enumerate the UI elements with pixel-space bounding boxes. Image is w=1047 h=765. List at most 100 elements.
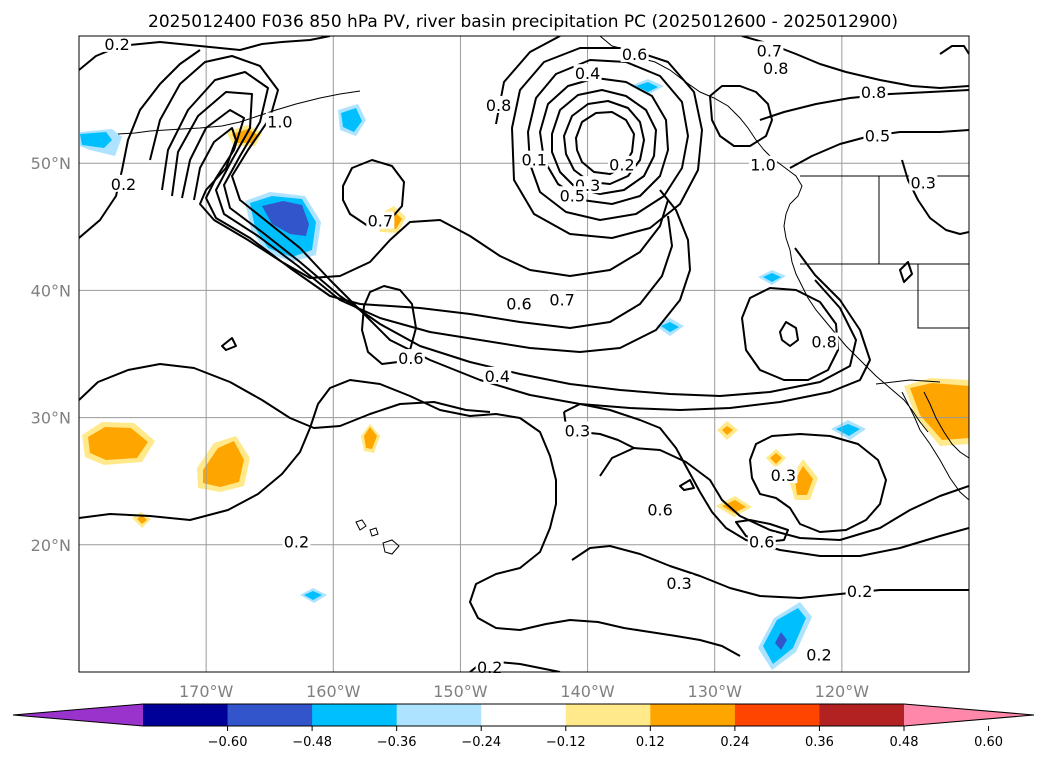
latitude-tick-label: 30°N [31, 409, 71, 428]
coastline-baja [901, 391, 969, 501]
contour-line [575, 111, 635, 175]
contour-line [599, 447, 969, 541]
colorbar-segment [650, 704, 736, 726]
contour-label-background [845, 581, 874, 599]
precip-patch-orange [137, 515, 147, 524]
precip-patch-orange [364, 427, 377, 449]
contour-label-background [504, 294, 533, 312]
contour-label: 0.6 [749, 532, 774, 551]
contour-line [79, 363, 491, 429]
precip-patch-blue [341, 108, 362, 132]
contour-line [551, 89, 657, 195]
contour-line [563, 403, 969, 557]
longitude-tick-label: 120°W [815, 682, 870, 701]
coastline-us-west [789, 249, 929, 433]
contour-line [939, 45, 969, 55]
colorbar-segment [481, 704, 567, 726]
precip-patch-blue [636, 82, 658, 92]
precip-patch-blue [763, 608, 806, 664]
contour-label: 0.2 [806, 645, 831, 664]
contour-label-background [909, 173, 938, 191]
contour-label-background [859, 83, 888, 101]
contour-label: 0.7 [549, 291, 574, 310]
contour-line [527, 59, 689, 221]
longitude-tick-labels: 170°W 160°W 150°W 140°W 130°W 120°W [179, 682, 869, 701]
precip-patch-orange [722, 426, 733, 435]
contour-label-background [366, 211, 395, 229]
coastline-mexico [923, 391, 969, 459]
colorbar-tick-label: −0.12 [546, 735, 586, 750]
state-border [917, 264, 969, 329]
contour-label-background [484, 95, 513, 113]
latitude-tick-labels: 50°N 40°N 30°N 20°N [31, 154, 71, 555]
contour-label: 0.4 [575, 64, 600, 83]
contour-line [221, 337, 237, 351]
contour-label-background [769, 466, 798, 484]
contour-label: 0.2 [609, 156, 634, 175]
colorbar-tick-labels: −0.60 −0.48 −0.36 −0.24 −0.12 0.12 0.24 0.36 0.4… [208, 726, 1003, 750]
contour-label: 0.6 [506, 294, 531, 313]
contour-label: 0.8 [811, 333, 836, 352]
precip-patch-medium-blue [775, 632, 787, 650]
contour-line [79, 49, 201, 239]
contour-label-background [109, 174, 138, 192]
contour-label-background [520, 150, 549, 168]
contour-label-background [265, 112, 294, 130]
colorbar-tick-label: −0.48 [292, 735, 332, 750]
colorbar-extend-low [13, 704, 143, 726]
contour-label: 0.5 [560, 186, 585, 205]
map-panel: 0.21.00.20.70.80.40.60.10.30.20.51.00.70… [31, 34, 970, 701]
contour-labels: 0.21.00.20.70.80.40.60.10.30.20.51.00.70… [103, 34, 938, 677]
precip-patch-blue [304, 591, 322, 600]
contour-label: 0.3 [565, 422, 590, 441]
contour-label: 0.3 [771, 466, 796, 485]
contour-label-background [282, 532, 311, 550]
coastlines [117, 36, 969, 555]
contour-label: 0.3 [666, 574, 691, 593]
contour-label: 1.0 [750, 156, 775, 175]
contour-label-background [749, 155, 778, 173]
contour-line [181, 109, 673, 329]
contour-line [749, 433, 887, 533]
precip-patch-orange [795, 466, 813, 495]
colorbar-extend-high [904, 704, 1034, 726]
coastline-aleutians [117, 90, 361, 135]
contour-label: 0.6 [622, 45, 647, 64]
contour-label: 1.0 [267, 112, 292, 131]
coastline-canada-bc [783, 169, 803, 251]
latitude-tick-label: 20°N [31, 536, 71, 555]
contour-label-background [103, 34, 132, 52]
colorbar-outline [12, 703, 1035, 727]
colorbar-tick-label: 0.36 [805, 735, 834, 750]
latitude-tick-label: 50°N [31, 154, 71, 173]
contour-label-background [558, 186, 587, 204]
precip-patch-orange [722, 500, 746, 513]
contour-label-background [620, 45, 649, 63]
contour-label-background [573, 64, 602, 82]
contour-line [679, 479, 695, 491]
island-hawaii-small [369, 527, 379, 537]
contour-line [779, 321, 799, 347]
contour-label: 0.8 [763, 59, 788, 78]
precip-patch-orange [770, 453, 782, 464]
contour-label: 0.6 [398, 349, 423, 368]
contour-line [193, 127, 669, 279]
contour-label-background [665, 574, 694, 592]
colorbar-segment [396, 704, 482, 726]
colorbar-tick-label: 0.12 [636, 735, 665, 750]
contour-label-background [396, 349, 425, 367]
contour-line [571, 545, 969, 599]
contour-label-background [563, 421, 592, 439]
contour-label-background [483, 366, 512, 384]
gridlines [79, 36, 969, 672]
contour-label: 0.8 [861, 83, 886, 102]
contour-line [511, 47, 703, 239]
contour-label-background [755, 41, 784, 59]
colorbar-segment [227, 704, 313, 726]
precip-patch-orange [910, 383, 969, 440]
contour-label: 0.6 [647, 500, 672, 519]
contour-label: 0.2 [284, 532, 309, 551]
colorbar-segment [143, 704, 229, 726]
contour-line [342, 159, 405, 227]
